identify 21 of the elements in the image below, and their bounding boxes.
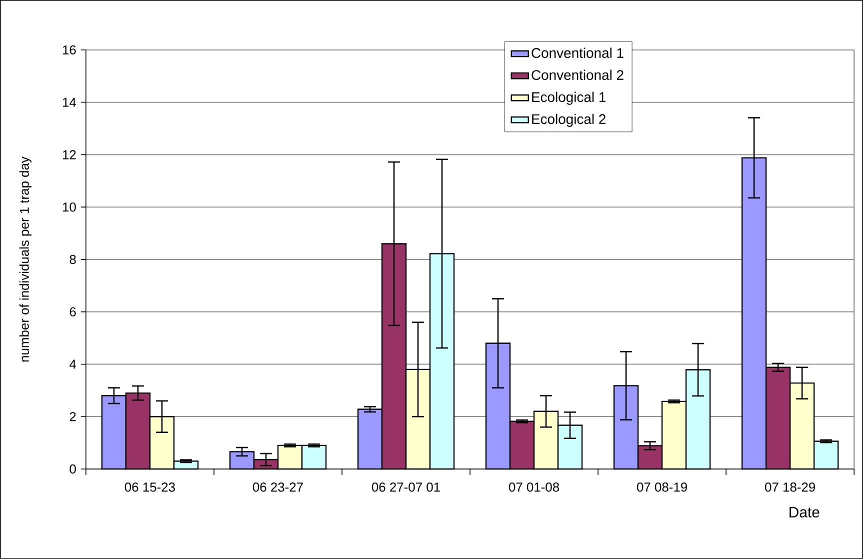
- y-tick-label: 8: [70, 254, 76, 264]
- x-tick-label: 07 08-19: [636, 482, 687, 492]
- y-tick-label: 10: [62, 202, 76, 212]
- y-tick-label: 16: [62, 45, 76, 55]
- legend-label: Ecological 1: [532, 92, 606, 105]
- x-tick-label: 06 23-27: [252, 482, 303, 492]
- y-tick-label: 0: [70, 464, 76, 474]
- x-tick-label: 07 01-08: [508, 482, 560, 492]
- y-tick-label: 4: [69, 360, 76, 369]
- x-tick-label: 06 27-07 01: [372, 482, 440, 492]
- y-tick-label: 2: [70, 412, 76, 422]
- y-tick-label: 12: [62, 150, 76, 160]
- legend-label: Conventional 2: [532, 70, 624, 80]
- x-tick-label: 07 18-29: [765, 482, 816, 492]
- legend-label: Conventional 1: [532, 48, 624, 58]
- y-axis-title: number of individuals per 1 trap day: [19, 156, 32, 362]
- x-axis-title: Date: [790, 507, 820, 518]
- y-tick-label: 14: [62, 98, 76, 107]
- x-tick-label: 06 15-23: [124, 482, 175, 492]
- y-tick-label: 6: [70, 307, 76, 316]
- legend-label: Ecological 2: [532, 114, 606, 127]
